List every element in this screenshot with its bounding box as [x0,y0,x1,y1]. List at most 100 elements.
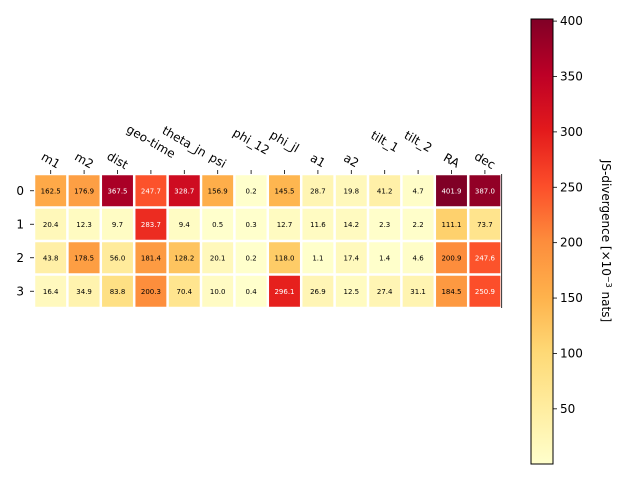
heatmap-cell [302,275,334,307]
column-label: tilt_1 [368,128,401,155]
heatmap-cell [269,242,300,274]
column-label: phi_jl [267,128,301,156]
cell-value-label: 200.9 [441,254,461,262]
cell-value-label: 16.4 [43,288,59,296]
cell-value-label: 1.4 [379,254,391,262]
cell-value-label: 145.5 [274,187,294,195]
heatmap-cell [302,242,334,274]
heatmap-cell [302,208,334,240]
heatmap-cell [469,242,501,274]
colorbar-tick-label: 250 [560,180,583,194]
colorbar-label-prefix: JS-divergence [×10 [599,159,613,276]
heatmap-cell [35,175,67,207]
cell-value-label: 20.4 [43,221,59,229]
cell-value-label: 11.6 [310,221,326,229]
heatmap-cell [335,275,367,307]
cell-value-label: 14.2 [344,221,360,229]
heatmap-cell [135,208,167,240]
cell-value-label: 367.5 [107,187,127,195]
cell-value-label: 0.4 [246,288,258,296]
column-label: RA [441,150,463,171]
column-labels: m1 m2 distgeo-timetheta_jnpsiphi_12phi_jla… [39,122,498,174]
cell-value-label: 4.7 [413,187,424,195]
colorbar-tick-label: 50 [560,402,575,416]
column-label: a1 [308,151,328,171]
heatmap-cell [436,242,467,274]
heatmap-cell [68,208,100,240]
column-label: tilt_2 [402,128,435,155]
cell-value-label: 162.5 [41,187,61,195]
heatmap-cell [269,175,300,207]
cell-value-label: 2.2 [413,221,424,229]
heatmap-cell [235,242,267,274]
heatmap-cell [436,175,467,207]
cell-value-label: 118.0 [274,254,294,262]
heatmap-cell [269,275,300,307]
column-label: m2 [72,150,96,172]
column-label: m1 [39,150,63,172]
row-label: 1 [16,217,24,231]
cell-value-label: 10.0 [210,288,226,296]
cell-value-label: 156.9 [208,187,228,195]
heatmap-cell [402,275,434,307]
cell-value-label: 200.3 [141,288,161,296]
cell-value-label: 250.9 [475,288,495,296]
heatmap-cell [35,275,67,307]
cell-value-label: 184.5 [441,288,461,296]
cell-value-label: 111.1 [441,221,461,229]
cell-value-label: 296.1 [274,288,294,296]
cell-value-label: 387.0 [475,187,495,195]
heatmap-cell [402,175,434,207]
cell-value-label: 247.6 [475,254,496,262]
heatmap-cell [102,175,133,207]
colorbar-tick-label: 400 [560,14,583,28]
cell-value-label: 73.7 [477,221,493,229]
row-label: 2 [16,251,24,265]
cell-value-label: 12.3 [76,221,92,229]
heatmap-cell [469,275,501,307]
heatmap-cell [135,242,167,274]
cell-value-label: 181.4 [141,254,162,262]
colorbar-tick-label: 200 [560,236,583,250]
heatmap-cell [202,208,234,240]
heatmap-cell [68,242,100,274]
heatmap-cell [168,208,200,240]
heatmap-cell [202,242,234,274]
heatmap-cell [335,242,367,274]
cell-value-label: 176.9 [74,187,94,195]
heatmap-cell [402,242,434,274]
heatmap-cell [469,208,501,240]
row-label: 3 [16,284,24,298]
heatmap-cell [202,275,234,307]
colorbar-tick-label: 150 [560,291,583,305]
heatmap-cell [269,208,300,240]
cell-value-label: 283.7 [141,221,161,229]
cell-value-label: 34.9 [76,288,92,296]
heatmap-cell [135,275,167,307]
heatmap-cell [35,242,67,274]
cell-value-label: 0.3 [246,221,257,229]
cell-value-label: 43.8 [43,254,59,262]
heatmap-cell [436,208,467,240]
heatmap-cell [369,275,401,307]
heatmap-cell [469,175,501,207]
cell-value-label: 247.7 [141,187,161,195]
heatmap-cell [35,208,67,240]
heatmap-cell [102,208,133,240]
heatmap-cell [135,175,167,207]
cell-value-label: 178.5 [74,254,94,262]
heatmap-cell [235,275,267,307]
heatmap-cell [168,242,200,274]
cell-value-label: 17.4 [344,254,360,262]
colorbar-tick-label: 350 [560,69,583,83]
cell-value-label: 27.4 [377,288,393,296]
cell-value-label: 328.7 [174,187,194,195]
heatmap-cell [235,208,267,240]
heatmap-cell [335,208,367,240]
cell-value-label: 9.7 [112,221,123,229]
cell-value-label: 2.3 [379,221,390,229]
cell-value-label: 28.7 [310,187,326,195]
cell-value-label: 41.2 [377,187,393,195]
colorbar-gradient [530,18,554,465]
heatmap-cell [369,208,401,240]
